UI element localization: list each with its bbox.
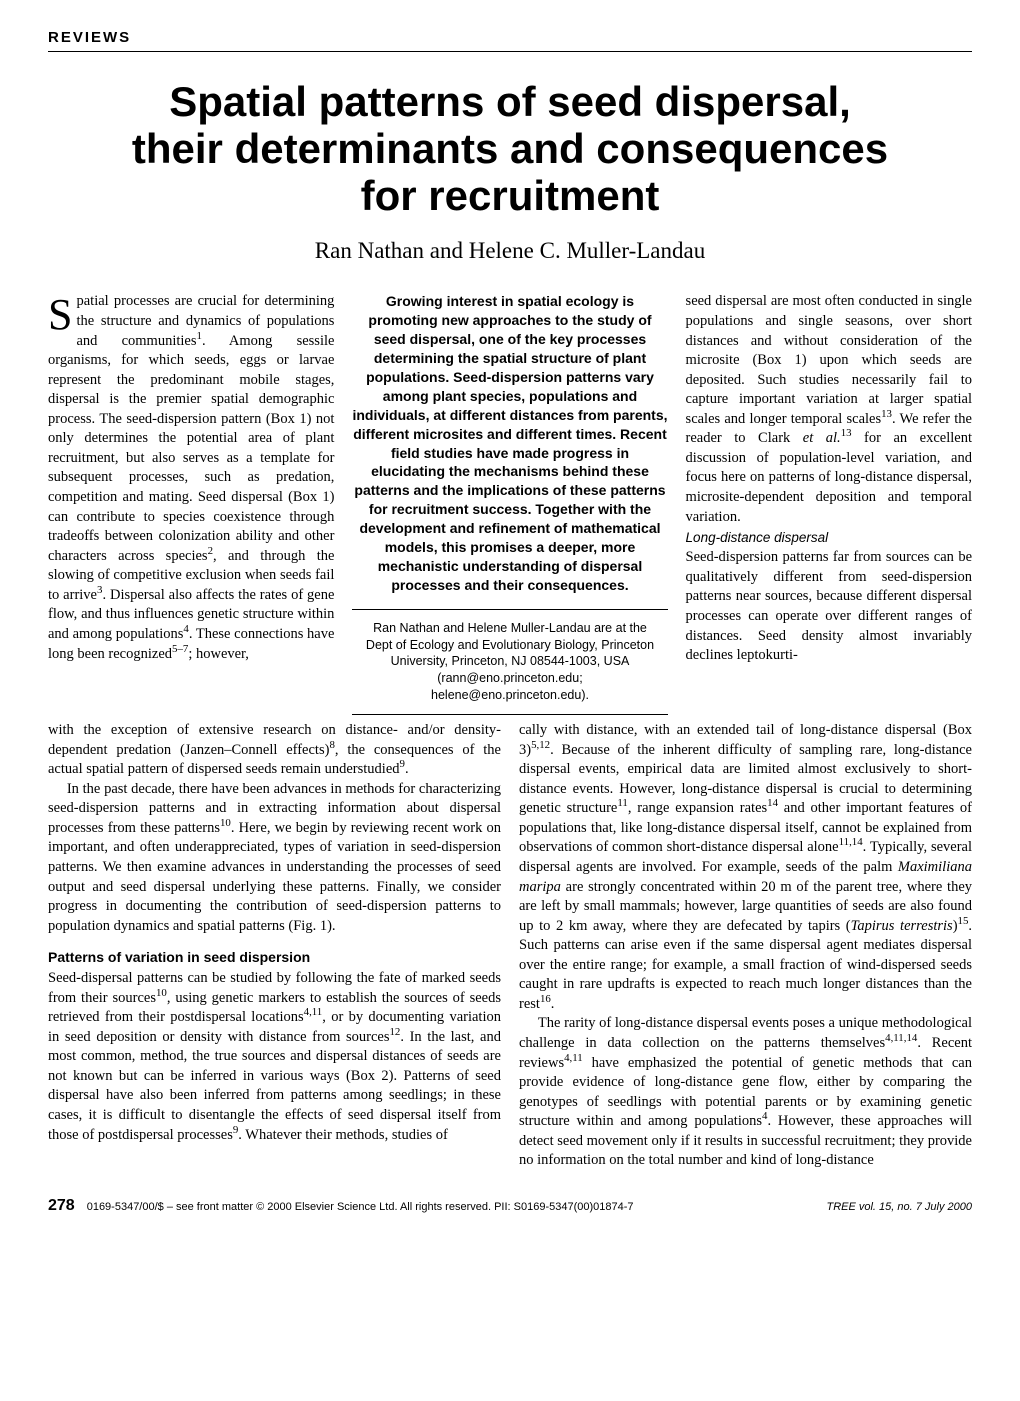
body-left-p2: In the past decade, there have been adva…: [48, 780, 501, 937]
page-footer: 278 0169-5347/00/$ – see front matter © …: [48, 1195, 972, 1217]
intro-left-column: Spatial processes are crucial for determ…: [48, 292, 334, 664]
footer-journal-text: TREE vol. 15, no. 7 July 2000: [826, 1201, 972, 1213]
footer-left: 278 0169-5347/00/$ – see front matter © …: [48, 1195, 634, 1217]
intro-paragraph-left: Spatial processes are crucial for determ…: [48, 292, 334, 664]
author-affiliation: Ran Nathan and Helene Muller-Landau are …: [352, 609, 667, 715]
intro-right-column: seed dispersal are most often conducted …: [686, 292, 972, 665]
abstract-column: Growing interest in spatial ecology is p…: [352, 292, 667, 715]
title-line-2: their determinants and consequences: [132, 125, 888, 172]
body-two-column-region: with the exception of extensive research…: [48, 721, 972, 1171]
abstract: Growing interest in spatial ecology is p…: [352, 292, 667, 594]
intro-right-p1: seed dispersal are most often conducted …: [686, 292, 972, 527]
section-label: REVIEWS: [48, 28, 972, 52]
dropcap: S: [48, 292, 76, 333]
body-left-p1: with the exception of extensive research…: [48, 721, 501, 780]
top-three-column-region: Spatial processes are crucial for determ…: [48, 292, 972, 715]
section-label-text: REVIEWS: [48, 29, 131, 46]
intro-right-p2: Seed-dispersion patterns far from source…: [686, 548, 972, 665]
body-right-p2: The rarity of long-distance dispersal ev…: [519, 1014, 972, 1171]
authors: Ran Nathan and Helene C. Muller-Landau: [48, 235, 972, 266]
subhead-patterns: Patterns of variation in seed dispersion: [48, 948, 501, 967]
article-title: Spatial patterns of seed dispersal, thei…: [48, 78, 972, 219]
footer-copyright: 0169-5347/00/$ – see front matter © 2000…: [87, 1200, 634, 1215]
title-line-1: Spatial patterns of seed dispersal,: [169, 78, 851, 125]
body-left-p3: Seed-dispersal patterns can be studied b…: [48, 969, 501, 1145]
page-number: 278: [48, 1195, 75, 1217]
intro-left-text: patial processes are crucial for determi…: [48, 293, 334, 661]
footer-journal: TREE vol. 15, no. 7 July 2000: [826, 1200, 972, 1215]
title-line-3: for recruitment: [361, 172, 660, 219]
body-right-p1: cally with distance, with an extended ta…: [519, 721, 972, 1014]
subhead-long-distance: Long-distance dispersal: [686, 529, 972, 547]
